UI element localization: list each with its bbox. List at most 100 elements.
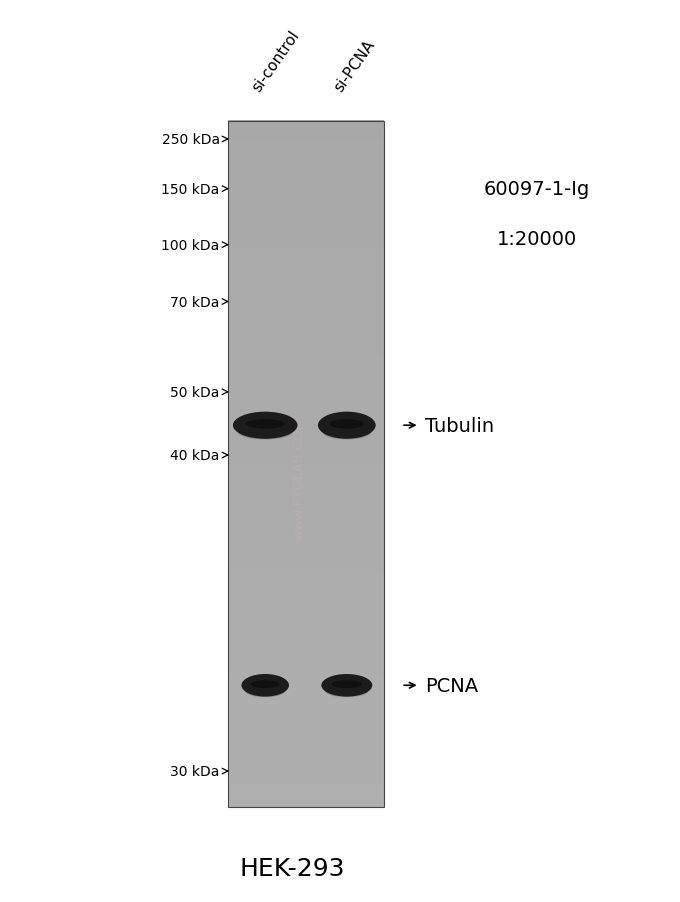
Bar: [228, 606, 384, 613]
Bar: [228, 595, 384, 602]
Bar: [228, 778, 384, 785]
Bar: [228, 561, 384, 567]
Bar: [228, 527, 384, 533]
Bar: [228, 161, 384, 168]
Ellipse shape: [330, 419, 364, 429]
Bar: [228, 246, 384, 253]
Bar: [228, 395, 384, 401]
Text: PCNA: PCNA: [425, 676, 478, 695]
Bar: [228, 452, 384, 459]
Ellipse shape: [322, 425, 371, 440]
Bar: [228, 584, 384, 590]
Ellipse shape: [238, 425, 292, 440]
Bar: [228, 578, 384, 584]
Bar: [228, 400, 384, 408]
Bar: [228, 366, 384, 373]
Bar: [228, 446, 384, 453]
Text: si-PCNA: si-PCNA: [331, 38, 377, 95]
Bar: [228, 270, 384, 276]
Bar: [228, 486, 384, 493]
Bar: [228, 538, 384, 545]
Bar: [228, 195, 384, 202]
Bar: [228, 218, 384, 225]
Bar: [228, 121, 384, 127]
Ellipse shape: [325, 685, 369, 697]
Bar: [228, 304, 384, 310]
Bar: [228, 412, 384, 419]
Bar: [228, 424, 384, 430]
Bar: [228, 338, 384, 345]
Bar: [228, 143, 384, 151]
Bar: [228, 207, 384, 213]
Bar: [228, 475, 384, 482]
Text: 50 kDa: 50 kDa: [170, 385, 220, 400]
Text: 70 kDa: 70 kDa: [170, 295, 220, 309]
Bar: [228, 601, 384, 607]
Bar: [228, 201, 384, 207]
Text: 40 kDa: 40 kDa: [170, 448, 220, 463]
Bar: [228, 515, 384, 521]
Bar: [228, 258, 384, 264]
Bar: [228, 184, 384, 190]
Bar: [228, 292, 384, 299]
Bar: [228, 429, 384, 436]
Text: www.PTGLAB.COM: www.PTGLAB.COM: [292, 417, 306, 539]
Bar: [228, 532, 384, 538]
Text: HEK-293: HEK-293: [239, 856, 345, 879]
Bar: [228, 458, 384, 465]
Bar: [228, 498, 384, 504]
Ellipse shape: [318, 412, 375, 439]
Bar: [228, 464, 384, 470]
Bar: [228, 332, 384, 339]
Bar: [228, 172, 384, 179]
Bar: [228, 281, 384, 288]
Text: 30 kDa: 30 kDa: [170, 764, 220, 778]
Bar: [228, 732, 384, 739]
Text: 150 kDa: 150 kDa: [161, 182, 220, 197]
Bar: [228, 253, 384, 259]
Ellipse shape: [332, 680, 362, 688]
Bar: [228, 647, 384, 653]
Bar: [228, 743, 384, 750]
Bar: [228, 572, 384, 579]
Bar: [228, 784, 384, 790]
Text: 100 kDa: 100 kDa: [161, 238, 220, 253]
Ellipse shape: [233, 412, 298, 439]
Bar: [228, 383, 384, 391]
Bar: [228, 189, 384, 196]
Bar: [228, 709, 384, 716]
Bar: [228, 241, 384, 247]
Bar: [228, 224, 384, 230]
Bar: [228, 441, 384, 447]
Bar: [228, 767, 384, 773]
Bar: [228, 789, 384, 796]
Bar: [228, 698, 384, 704]
Bar: [228, 150, 384, 156]
Bar: [228, 435, 384, 442]
Bar: [228, 755, 384, 761]
Bar: [228, 630, 384, 636]
Text: si-control: si-control: [250, 28, 303, 95]
Bar: [228, 378, 384, 384]
Bar: [228, 669, 384, 676]
Bar: [228, 492, 384, 499]
Bar: [228, 750, 384, 756]
Bar: [228, 138, 384, 144]
Bar: [228, 122, 384, 807]
Bar: [228, 327, 384, 333]
Bar: [228, 658, 384, 665]
Ellipse shape: [245, 419, 284, 429]
Bar: [228, 635, 384, 641]
Ellipse shape: [322, 675, 373, 696]
Bar: [228, 263, 384, 271]
Bar: [228, 589, 384, 596]
Bar: [228, 373, 384, 379]
Bar: [228, 704, 384, 710]
Bar: [228, 229, 384, 236]
Text: 60097-1-Ig: 60097-1-Ig: [484, 179, 590, 199]
Bar: [228, 664, 384, 670]
Bar: [228, 549, 384, 556]
Bar: [228, 309, 384, 316]
Bar: [228, 520, 384, 528]
Bar: [228, 178, 384, 185]
